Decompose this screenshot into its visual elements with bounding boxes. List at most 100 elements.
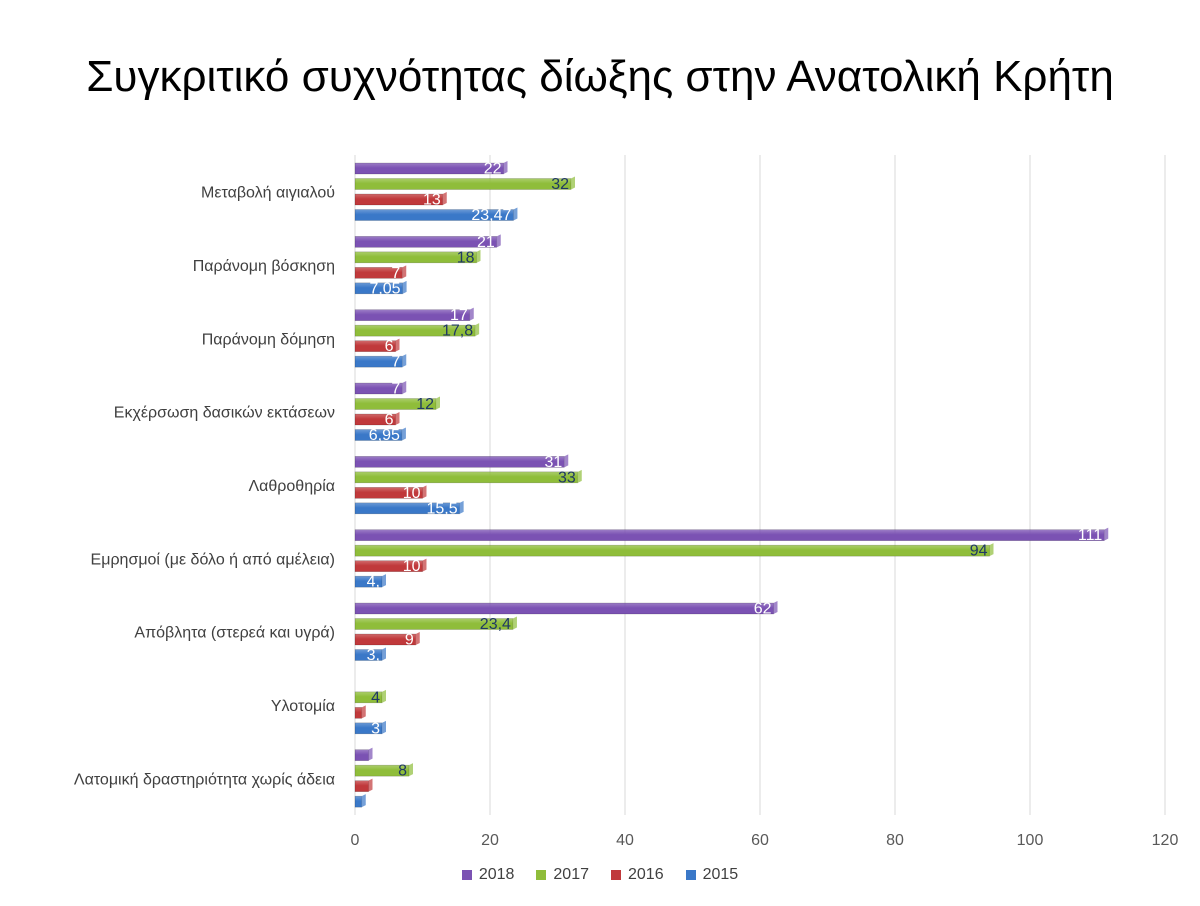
bar-cap-2015 (513, 207, 518, 221)
data-label: 7 (391, 381, 400, 398)
bar-2018 (354, 529, 1105, 541)
data-label: 23,4 (480, 616, 511, 633)
legend-label-2016: 2016 (628, 866, 664, 883)
bar-2016 (354, 780, 369, 792)
legend-swatch-2018 (461, 870, 472, 880)
legend-item-2016: 2016 (611, 866, 664, 884)
data-label: 10 (403, 485, 421, 502)
data-label: 3, (367, 647, 380, 664)
data-label: 3 (371, 720, 380, 737)
data-label: 6 (385, 338, 394, 355)
bar-cap-2017 (577, 469, 582, 483)
category-label: Παράνομη βόσκηση (193, 258, 335, 275)
bar-cap-2017 (512, 616, 517, 630)
bar-cap-2015 (401, 427, 406, 441)
legend-item-2018: 2018 (461, 866, 515, 884)
bar-cap-2016 (442, 192, 447, 205)
data-label: 23,47 (471, 207, 511, 224)
bar-cap-2016 (422, 558, 427, 572)
data-label: 32 (551, 176, 569, 193)
data-label: 17 (450, 307, 468, 324)
bar-cap-2018 (564, 454, 569, 468)
bar-cap-2016 (422, 485, 427, 499)
bar-2016 (354, 707, 363, 719)
x-tick-label: 80 (886, 832, 904, 849)
legend-label-2015: 2015 (702, 866, 739, 883)
data-label: 21 (477, 234, 495, 251)
bar-cap-2015 (382, 574, 386, 588)
bar-cap-2017 (382, 689, 386, 703)
data-label: 13 (423, 192, 441, 209)
category-label: Απόβλητα (στερεά και υγρά) (134, 625, 335, 642)
data-label: 4, (367, 574, 380, 591)
bar-cap-2015 (402, 354, 407, 368)
bar-cap-2018 (773, 601, 778, 614)
bar-cap-2016 (415, 632, 420, 645)
bar-2018 (354, 456, 565, 468)
x-tick-label: 60 (751, 832, 769, 849)
data-label: 62 (754, 601, 772, 618)
bar-2017 (354, 471, 579, 484)
category-label: Μεταβολή αιγιαλού (201, 185, 335, 202)
data-label: 7 (391, 354, 400, 371)
bar-cap-2018 (368, 747, 373, 761)
bar-cap-2015 (382, 720, 386, 734)
legend-label-2017: 2017 (553, 866, 589, 883)
bar-cap-2017 (409, 763, 413, 777)
category-label: Λαθροθηρία (248, 478, 335, 495)
bar-2015 (354, 795, 363, 808)
bar-cap-2016 (395, 338, 400, 352)
category-label: Λατομική δραστηριότητα χωρίς άδεια (74, 771, 335, 788)
bar-cap-2016 (361, 705, 366, 719)
x-tick-label: 100 (1017, 832, 1044, 849)
bar-2018 (354, 602, 774, 615)
bar-2017 (354, 544, 990, 557)
data-label: 6 (385, 412, 394, 429)
data-label: 6,95 (369, 427, 400, 444)
category-label: Παράνομη δόμηση (202, 331, 335, 348)
bar-cap-2016 (395, 412, 400, 425)
legend-swatch-2017 (536, 870, 547, 880)
data-label: 33 (558, 469, 576, 486)
category-label: Εκχέρσωση δασικών εκτάσεων (114, 405, 335, 422)
bar-cap-2017 (476, 249, 481, 263)
legend-label-2018: 2018 (478, 866, 515, 883)
legend-swatch-2016 (611, 870, 621, 880)
bar-cap-2018 (469, 307, 474, 321)
bar-cap-2015 (459, 500, 464, 514)
bar-cap-2018 (503, 161, 508, 174)
data-label: 94 (970, 543, 988, 560)
bar-2018 (354, 162, 504, 175)
data-label: 4 (371, 689, 380, 706)
bar-2017 (354, 178, 572, 190)
data-label: 18 (457, 249, 475, 266)
data-label: 17,8 (442, 323, 473, 340)
data-label: 10 (403, 558, 421, 575)
bar-cap-2015 (361, 794, 366, 808)
data-label: 22 (484, 161, 502, 178)
data-label: 12 (416, 396, 434, 413)
x-tick-label: 120 (1152, 832, 1179, 849)
bar-cap-2016 (402, 265, 407, 279)
data-label: 7,05 (369, 280, 400, 297)
legend-swatch-2015 (685, 870, 696, 880)
x-tick-label: 40 (616, 832, 634, 849)
x-tick-label: 20 (481, 832, 499, 849)
category-label: Εμρησμοί (με δόλο ή από αμέλεια) (91, 551, 335, 568)
legend: 2018 2017 2016 2015 (0, 866, 1200, 884)
bar-cap-2016 (368, 778, 373, 792)
legend-item-2017: 2017 (536, 866, 589, 884)
bar-cap-2015 (382, 647, 386, 661)
x-tick-label: 0 (351, 832, 360, 849)
chart-title: Συγκριτικό συχνότητας δίωξης στην Ανατολ… (86, 52, 1114, 101)
bar-2018 (354, 236, 498, 248)
bar-cap-2018 (496, 234, 501, 248)
data-label: 9 (405, 632, 414, 649)
data-label: 111 (1078, 527, 1102, 544)
bar-cap-2017 (571, 176, 575, 190)
bar-cap-2017 (436, 396, 440, 410)
data-label: 15,5 (426, 500, 457, 517)
bar-cap-2018 (1104, 527, 1109, 541)
bar-cap-2018 (402, 381, 407, 394)
